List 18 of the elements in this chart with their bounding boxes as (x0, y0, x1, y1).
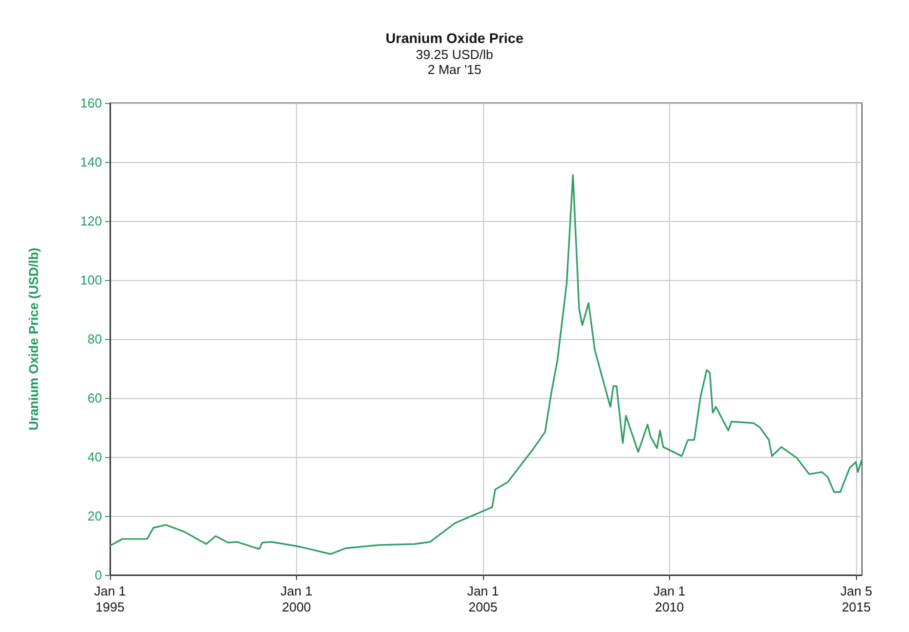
x-tick-label: Jan 1 2005 (467, 584, 499, 614)
y-tick-label: 160 (80, 96, 102, 110)
y-tick-label: 0 (94, 568, 102, 582)
x-tick-label: Jan 5 2015 (840, 584, 872, 614)
line-series (109, 174, 863, 555)
y-tick-label: 140 (80, 154, 102, 170)
y-tick-label: 20 (88, 508, 102, 524)
y-tick-label: 100 (80, 272, 102, 288)
y-tick-label: 60 (88, 390, 102, 406)
x-tick-label: Jan 1 2000 (280, 584, 312, 614)
y-tick-label: 120 (80, 214, 102, 228)
y-tick-label: 40 (88, 450, 102, 464)
chart-subtitle: 39.25 USD/lb 2 Mar '15 (416, 47, 494, 77)
x-tick-label: Jan 1 2010 (654, 584, 686, 614)
chart-title: Uranium Oxide Price (386, 30, 524, 46)
y-tick-label: 80 (88, 332, 102, 346)
x-tick-label: Jan 1 1995 (94, 584, 126, 614)
y-axis-title: Uranium Oxide Price (USD/lb) (26, 248, 41, 430)
